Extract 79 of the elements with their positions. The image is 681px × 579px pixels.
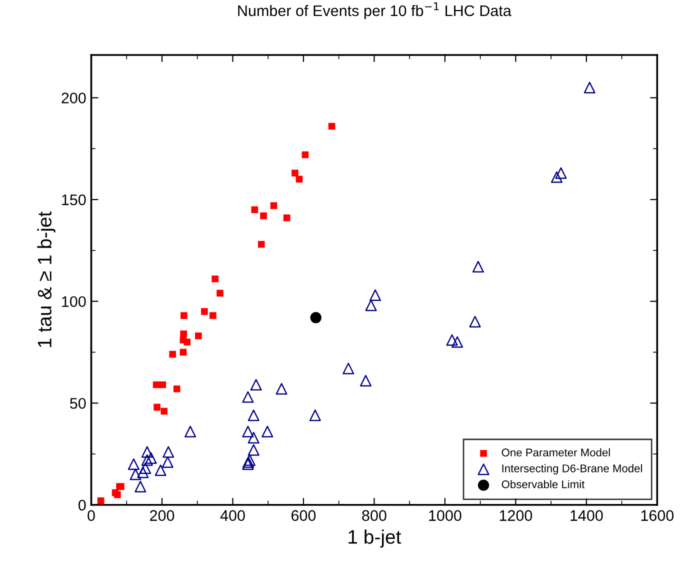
legend-label: One Parameter Model — [502, 448, 610, 456]
point — [201, 308, 208, 315]
point — [469, 316, 481, 328]
point — [310, 312, 322, 324]
point — [365, 300, 377, 312]
point — [248, 410, 260, 422]
y-tick-label: 100 — [62, 296, 86, 308]
point — [550, 171, 562, 183]
point — [162, 456, 174, 468]
y-axis-title: 1 tau & ≥ 1 b-jet — [37, 212, 56, 348]
x-tick-label: 0 — [88, 510, 95, 521]
x-tick-label: 200 — [150, 510, 174, 521]
point — [130, 468, 142, 480]
point — [276, 383, 288, 395]
point — [180, 348, 187, 356]
point — [248, 444, 260, 456]
point — [141, 454, 153, 466]
point — [195, 332, 202, 340]
legend-label: Intersecting D6-Brane Model — [502, 464, 642, 475]
x-tick-label: 400 — [220, 510, 245, 521]
x-axis-title: 1 b-jet — [348, 530, 402, 548]
point — [160, 408, 168, 415]
x-tick-label: 1200 — [500, 510, 532, 521]
point — [258, 240, 265, 248]
point — [137, 466, 149, 478]
point — [472, 260, 484, 272]
point — [184, 338, 191, 346]
point — [134, 480, 146, 492]
point — [173, 385, 180, 392]
y-tick-label: 150 — [62, 194, 86, 206]
point — [180, 330, 187, 338]
point — [162, 446, 174, 458]
x-tick-label: 1600 — [641, 510, 674, 521]
point — [309, 410, 321, 422]
point — [242, 391, 254, 403]
point — [145, 452, 157, 464]
x-tick-label: 600 — [292, 510, 316, 521]
point — [169, 350, 176, 358]
point — [446, 334, 458, 346]
point — [328, 122, 336, 130]
legend-label: Observable Limit — [502, 480, 585, 488]
point — [270, 202, 278, 210]
chart-title: Number of Events per 10 fb$^{−1}$ LHC Data — [238, 2, 512, 20]
point — [251, 206, 258, 214]
point — [114, 491, 121, 498]
point — [180, 312, 188, 319]
y-tick-label: 50 — [70, 398, 86, 409]
point — [452, 336, 464, 348]
point — [360, 374, 372, 386]
y-tick-label: 0 — [78, 500, 86, 511]
y-tick-label: 200 — [62, 92, 86, 104]
point — [128, 458, 140, 470]
x-tick-label: 800 — [362, 510, 386, 521]
point — [152, 381, 160, 388]
point — [216, 290, 224, 297]
point — [154, 404, 160, 411]
x-tick-label: 1000 — [429, 510, 462, 521]
point — [296, 176, 303, 183]
point — [369, 289, 382, 301]
point — [184, 426, 196, 438]
point — [140, 462, 152, 474]
point — [210, 312, 216, 319]
point — [154, 464, 166, 476]
point — [283, 214, 290, 222]
point — [260, 212, 267, 220]
point — [302, 151, 309, 158]
point — [97, 497, 104, 504]
point — [141, 446, 153, 458]
point — [159, 381, 166, 388]
point — [262, 426, 274, 438]
point — [248, 432, 260, 444]
point — [292, 170, 298, 176]
point — [584, 82, 596, 94]
point — [342, 362, 354, 374]
point — [212, 276, 218, 282]
point — [250, 379, 262, 391]
point — [555, 167, 567, 179]
x-tick-label: 1400 — [570, 510, 603, 521]
point — [242, 426, 254, 438]
